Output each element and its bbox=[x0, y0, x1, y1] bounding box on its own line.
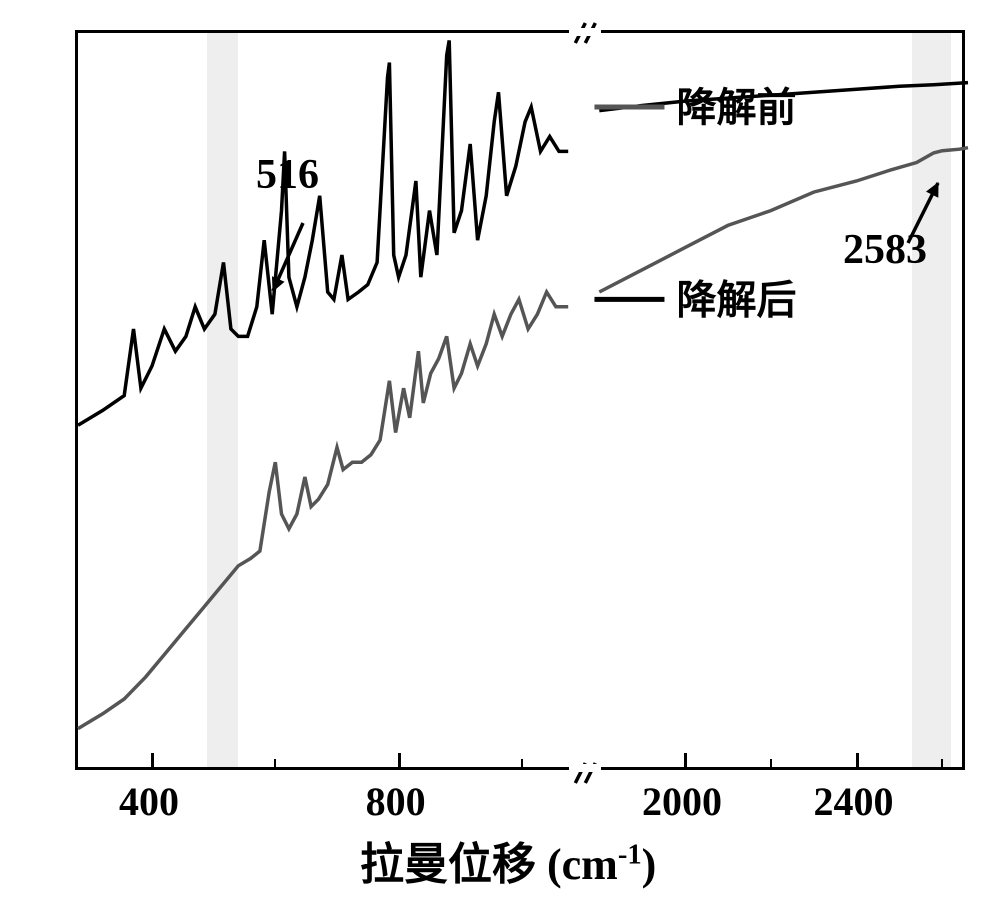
legend-text-after: 降解后 bbox=[676, 277, 796, 322]
x-axis-label: 拉曼位移 (cm-1) bbox=[360, 828, 656, 892]
plot-area: 降解前 降解后 516 2583 bbox=[75, 30, 965, 770]
tick-label: 2400 bbox=[814, 778, 894, 825]
axis-break-gap-bottom bbox=[569, 764, 601, 772]
annotation-2583: 2583 bbox=[843, 183, 938, 273]
legend-entry-before: 降解前 bbox=[594, 85, 796, 130]
axis-break-gap-top bbox=[569, 28, 601, 36]
spectrum-after-left bbox=[78, 292, 568, 729]
x-axis-label-main: 拉曼位移 (cm bbox=[360, 840, 618, 889]
tick-label: 2000 bbox=[642, 778, 722, 825]
annotation-516-text: 516 bbox=[256, 152, 319, 198]
tick-label: 800 bbox=[366, 778, 426, 825]
x-axis-label-tail: ) bbox=[642, 840, 657, 889]
plot-svg: 降解前 降解后 516 2583 bbox=[78, 33, 968, 773]
annotation-516-arrow-head bbox=[273, 277, 284, 291]
spectrum-before-left bbox=[78, 40, 568, 425]
legend-entry-after: 降解后 bbox=[594, 277, 796, 322]
legend-text-before: 降解前 bbox=[676, 85, 796, 130]
tick-label: 400 bbox=[119, 778, 179, 825]
chart-container: 降解前 降解后 516 2583 40080020002400 拉曼位移 ( bbox=[20, 20, 980, 880]
x-axis-label-exp: -1 bbox=[618, 839, 642, 870]
